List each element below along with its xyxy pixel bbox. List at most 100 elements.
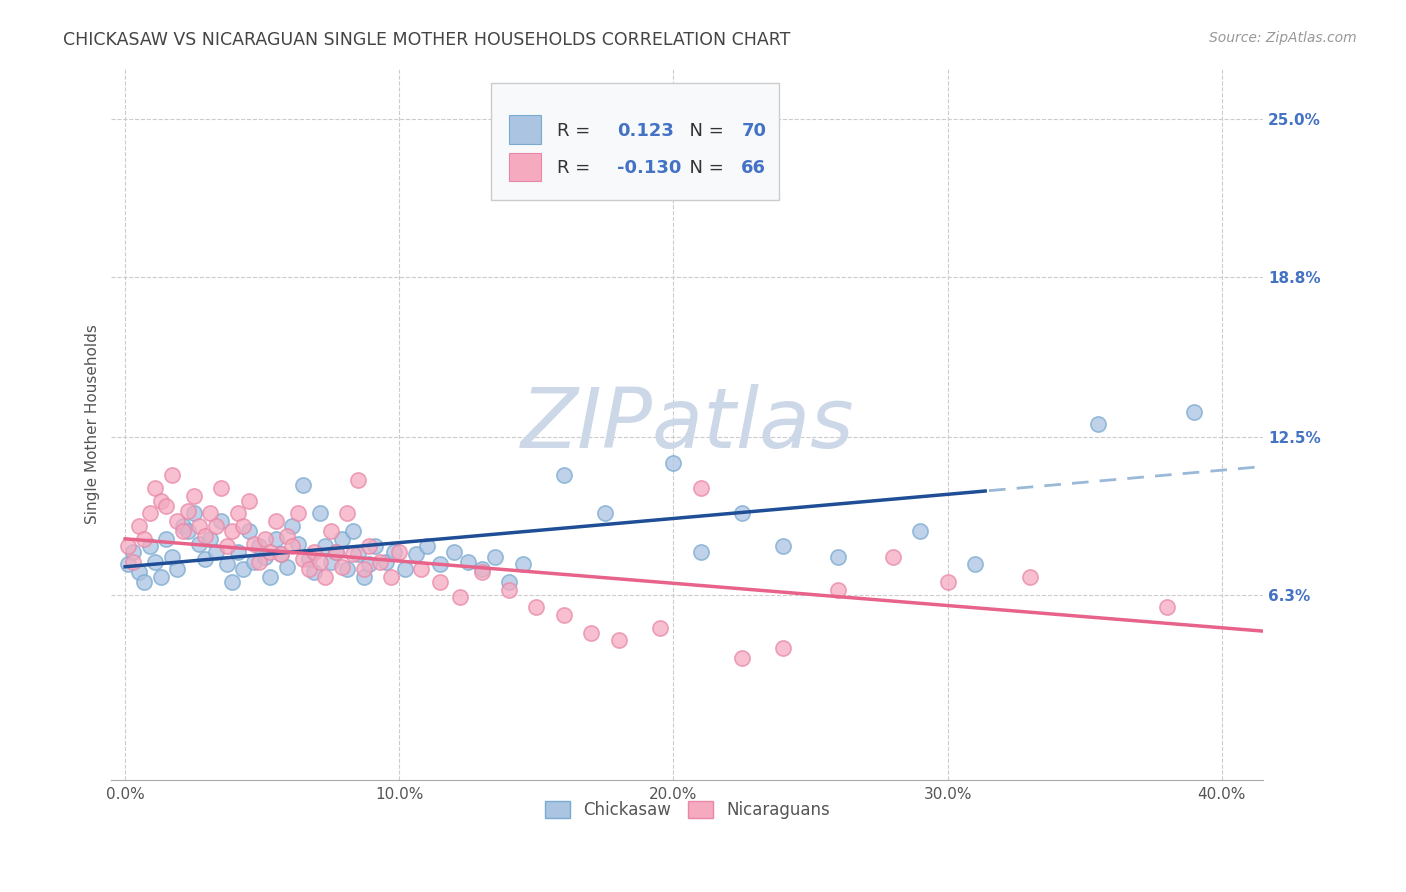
Point (449, 591, 471, 605)
Point (117, 558, 139, 572)
Point (298, 552, 321, 566)
Point (415, 540, 437, 554)
Point (498, 574, 520, 589)
Point (117, 540, 139, 554)
Point (308, 507, 330, 521)
Point (160, 468, 183, 483)
Point (1184, 405, 1206, 419)
Point (134, 532, 156, 546)
Point (607, 633, 630, 648)
Point (538, 137, 561, 152)
Point (314, 540, 336, 554)
Text: Source: ZipAtlas.com: Source: ZipAtlas.com (1209, 31, 1357, 45)
Point (160, 549, 183, 564)
Point (188, 519, 211, 533)
Point (524, 600, 547, 615)
Point (429, 558, 451, 572)
Point (368, 555, 391, 569)
Point (249, 555, 271, 569)
Point (512, 558, 534, 572)
Text: R =: R = (557, 122, 596, 140)
Point (484, 549, 506, 564)
Point (304, 565, 326, 579)
Point (325, 544, 347, 558)
Point (259, 544, 281, 558)
Point (264, 532, 287, 546)
Point (215, 558, 238, 572)
Point (287, 507, 309, 521)
Point (134, 574, 156, 589)
Point (166, 514, 188, 528)
Text: 66: 66 (741, 159, 766, 178)
Point (270, 547, 292, 561)
Point (198, 532, 221, 546)
Point (342, 524, 364, 538)
Point (374, 555, 396, 569)
Bar (509, 115, 541, 144)
Point (936, 574, 959, 589)
Point (276, 529, 298, 543)
Point (143, 555, 166, 569)
Point (122, 555, 145, 569)
Point (690, 481, 713, 495)
Point (593, 507, 616, 521)
Point (731, 507, 754, 521)
Point (166, 562, 188, 576)
Point (177, 524, 200, 538)
Point (581, 625, 603, 640)
Text: ZIPatlas: ZIPatlas (520, 384, 853, 465)
Point (194, 529, 217, 543)
Point (429, 574, 451, 589)
Point (139, 507, 162, 521)
Text: N =: N = (678, 122, 730, 140)
Point (388, 544, 411, 558)
Point (122, 544, 145, 558)
Point (336, 507, 359, 521)
Point (353, 562, 375, 576)
Point (204, 519, 226, 533)
Point (259, 570, 281, 584)
Point (1087, 417, 1109, 432)
Point (198, 507, 221, 521)
Point (308, 555, 330, 569)
Point (215, 540, 238, 554)
Point (553, 468, 575, 483)
Point (128, 565, 150, 579)
Point (965, 558, 987, 572)
Point (662, 456, 685, 470)
Point (330, 559, 353, 574)
Point (172, 519, 194, 533)
Point (298, 562, 321, 576)
Point (690, 544, 713, 558)
Point (149, 570, 172, 584)
Text: 70: 70 (741, 122, 766, 140)
Point (264, 514, 287, 528)
Point (457, 555, 479, 569)
Point (172, 524, 194, 538)
Point (359, 558, 381, 572)
Legend: Chickasaw, Nicaraguans: Chickasaw, Nicaraguans (538, 794, 837, 825)
Point (253, 549, 276, 564)
Text: R =: R = (557, 159, 596, 178)
Point (204, 544, 226, 558)
Text: CHICKASAW VS NICARAGUAN SINGLE MOTHER HOUSEHOLDS CORRELATION CHART: CHICKASAW VS NICARAGUAN SINGLE MOTHER HO… (63, 31, 790, 49)
Point (342, 547, 364, 561)
Point (128, 519, 150, 533)
Point (1156, 600, 1178, 615)
Point (359, 540, 381, 554)
Point (287, 537, 309, 551)
Text: -0.130: -0.130 (617, 159, 682, 178)
Point (253, 532, 276, 546)
Point (281, 540, 304, 554)
Point (270, 547, 292, 561)
Point (314, 570, 336, 584)
Point (183, 507, 205, 521)
Point (221, 574, 243, 589)
Point (347, 473, 370, 487)
Point (292, 478, 315, 492)
Point (238, 524, 260, 538)
Point (731, 651, 754, 665)
Point (411, 562, 433, 576)
Point (232, 519, 254, 533)
Point (238, 493, 260, 508)
